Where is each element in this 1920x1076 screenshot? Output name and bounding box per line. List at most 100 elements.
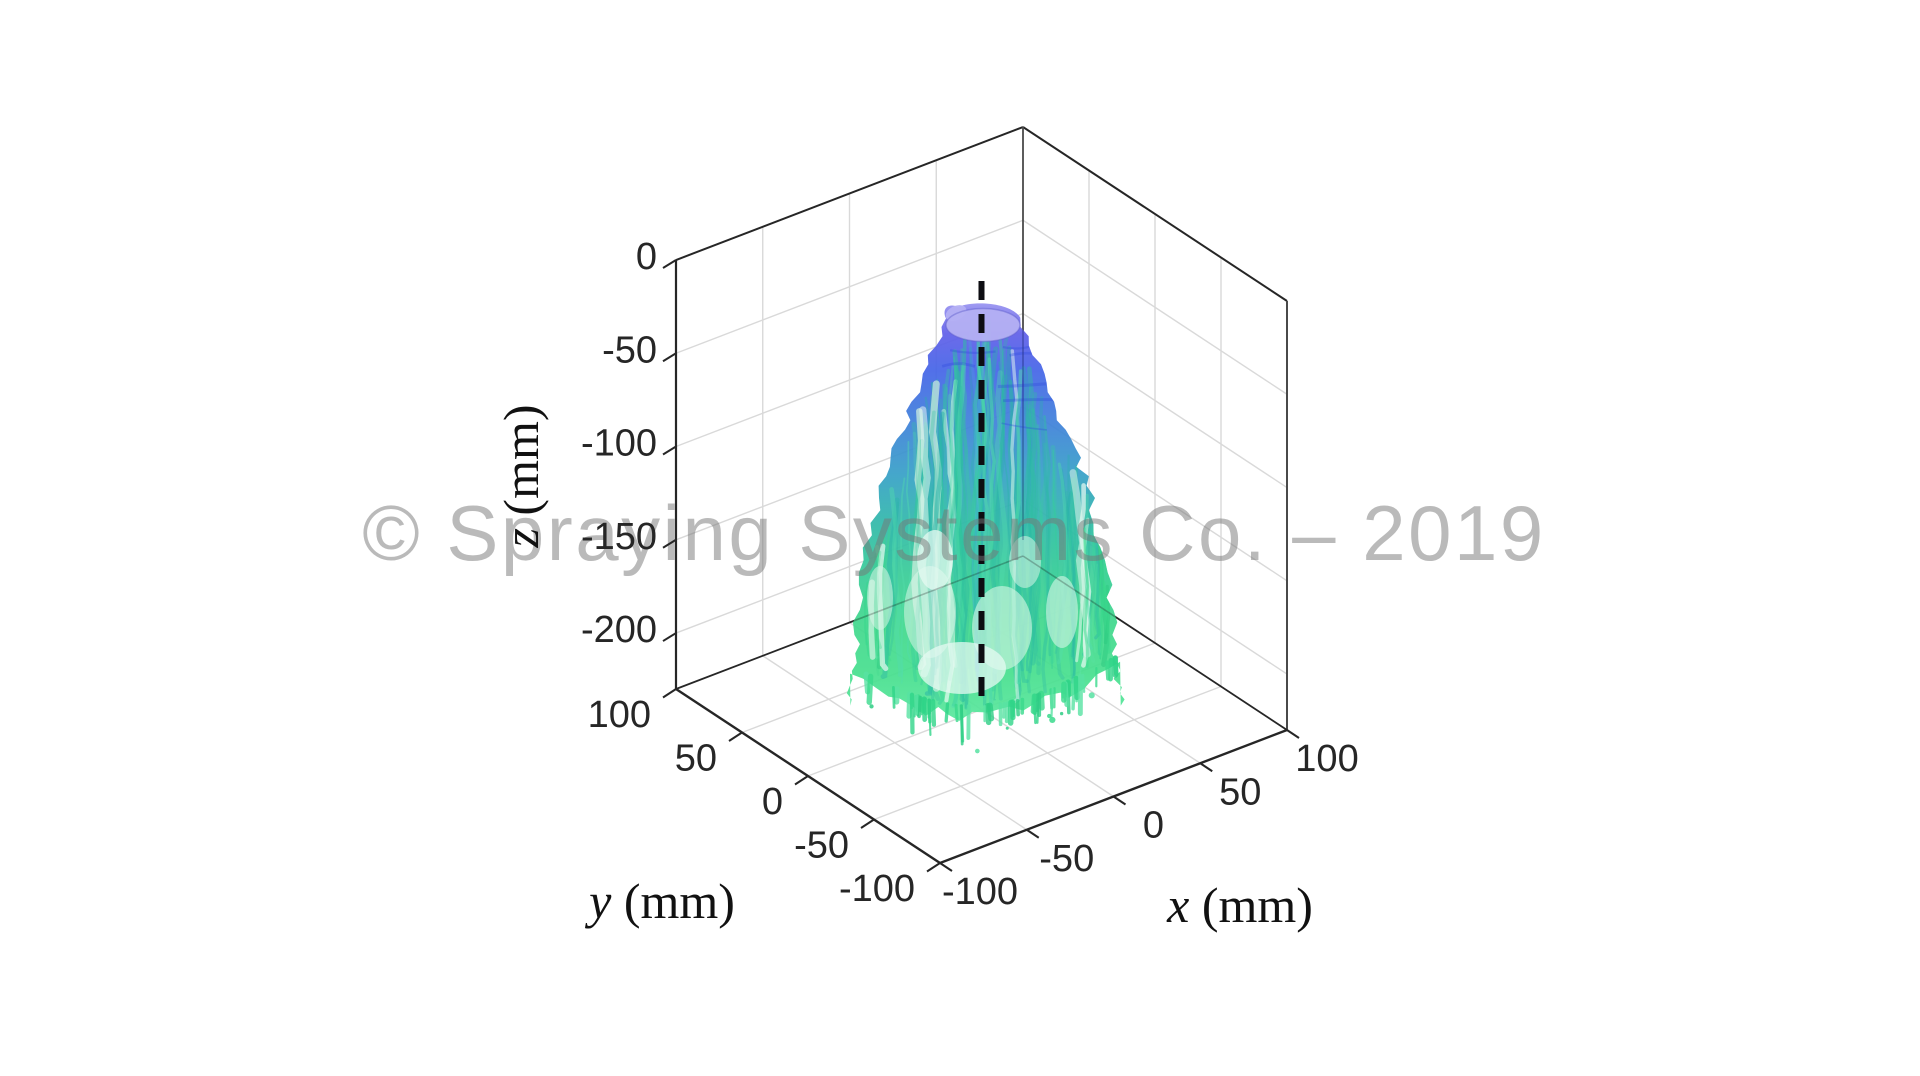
x-axis-label: x (mm) — [1166, 877, 1313, 933]
fringe-spike — [1112, 655, 1119, 677]
fringe-spike — [928, 699, 932, 736]
spray-light-patch — [904, 566, 956, 658]
x-tick-mark — [1026, 828, 1040, 839]
y-tick-label: 0 — [762, 781, 783, 823]
z-tick-mark — [662, 538, 677, 549]
fringe-spike — [921, 697, 928, 714]
spray-streak — [900, 477, 906, 684]
spray-streak — [1096, 555, 1102, 660]
spray-dome-swirl — [1002, 398, 1059, 403]
fringe-droplet — [975, 748, 980, 754]
y-tick-mark — [860, 818, 875, 829]
z-tick-mark — [662, 259, 677, 269]
y-tick-mark — [662, 688, 677, 699]
x-tick-mark — [1199, 762, 1213, 773]
spray-streak — [1010, 349, 1020, 704]
spray-dome-swirl — [949, 349, 996, 355]
spray-streak — [957, 369, 967, 693]
spray-streak — [889, 487, 904, 678]
fringe-spike — [1108, 657, 1114, 682]
z-tick-mark — [662, 445, 677, 456]
fringe-spike — [1004, 701, 1010, 724]
y-axis-label: y (mm) — [584, 873, 735, 929]
x-tick-mark — [1286, 729, 1300, 739]
spray-dome-swirl — [997, 382, 1047, 389]
spray-light-patch — [1009, 536, 1041, 588]
see-through-edge — [1022, 555, 1125, 721]
grid-line — [1022, 312, 1288, 489]
x-tick-label: 100 — [1295, 738, 1358, 780]
spray-streak — [1083, 527, 1090, 668]
z-tick-mark — [662, 632, 677, 642]
spray-dome-swirl — [1001, 422, 1047, 431]
fringe-spike — [1002, 701, 1007, 719]
x-tick-mark — [939, 862, 953, 872]
fringe-droplet — [1005, 726, 1009, 730]
z-tick-mark — [662, 352, 677, 363]
spray-dome-swirl — [941, 362, 976, 368]
fringe-droplet — [1088, 692, 1095, 699]
spray-streak — [950, 361, 964, 685]
fringe-spike — [917, 695, 922, 719]
y-tick-label: -50 — [794, 825, 849, 867]
z-tick-label: -100 — [581, 423, 657, 465]
spray-streak — [1039, 442, 1049, 661]
spray-streak — [1092, 513, 1101, 640]
spray-streak — [1092, 507, 1102, 656]
spray-streak — [905, 441, 913, 660]
spray-streak — [959, 362, 974, 670]
x-tick-label: 0 — [1143, 805, 1164, 847]
spray-streak — [1028, 391, 1042, 676]
spray-streak — [956, 335, 969, 710]
fringe-spike — [892, 686, 896, 709]
fringe-spike — [1030, 693, 1037, 714]
x-tick-mark — [1112, 795, 1127, 806]
y-tick-mark — [926, 862, 941, 873]
fringe-spike — [1015, 699, 1020, 717]
x-tick-label: 50 — [1219, 771, 1261, 813]
spray-streak — [1101, 548, 1110, 634]
fringe-spike — [1038, 690, 1045, 711]
spray-streak — [1035, 424, 1044, 660]
spray-light-patch — [917, 530, 953, 590]
spray-streak — [1026, 366, 1039, 666]
spray-streak — [864, 581, 872, 659]
fringe-spike — [960, 704, 964, 746]
fringe-droplet — [869, 704, 874, 709]
z-tick-label: 0 — [636, 236, 657, 278]
spray-streak — [888, 501, 900, 657]
x-tick-label: -100 — [942, 871, 1018, 913]
fringe-spike — [1073, 675, 1080, 701]
grid-line — [675, 219, 1024, 354]
spray-streak — [1039, 396, 1050, 694]
spray-streak — [1097, 539, 1104, 660]
spray-streak — [1104, 555, 1111, 654]
z-tick-label: -50 — [602, 329, 657, 371]
spray-light-patch — [918, 642, 1006, 694]
spray-bottom-fringe — [863, 655, 1119, 754]
fringe-spike — [866, 673, 874, 705]
fringe-spike — [1081, 673, 1086, 693]
grid-line — [1022, 219, 1288, 395]
fringe-spike — [930, 698, 937, 727]
y-tick-mark — [728, 731, 743, 742]
fringe-droplet — [1049, 716, 1056, 724]
z-axis-label: z (mm) — [493, 404, 549, 548]
y-tick-label: 50 — [675, 738, 717, 780]
z-tick-label: -150 — [581, 516, 657, 558]
top-left-edge — [675, 126, 1024, 261]
y-tick-mark — [794, 775, 809, 786]
fringe-spike — [906, 691, 913, 719]
spray-streak — [1091, 563, 1098, 653]
watermark-text: © Spraying Systems Co. – 2019 — [362, 489, 1546, 577]
fringe-spike — [1105, 660, 1111, 681]
spray-streak — [1067, 454, 1076, 684]
y-tick-label: -100 — [839, 868, 915, 910]
y-tick-label: 100 — [588, 694, 651, 736]
spray-streak — [1102, 587, 1108, 644]
spray-light-patch — [1046, 576, 1078, 648]
grid-line — [873, 685, 1222, 821]
